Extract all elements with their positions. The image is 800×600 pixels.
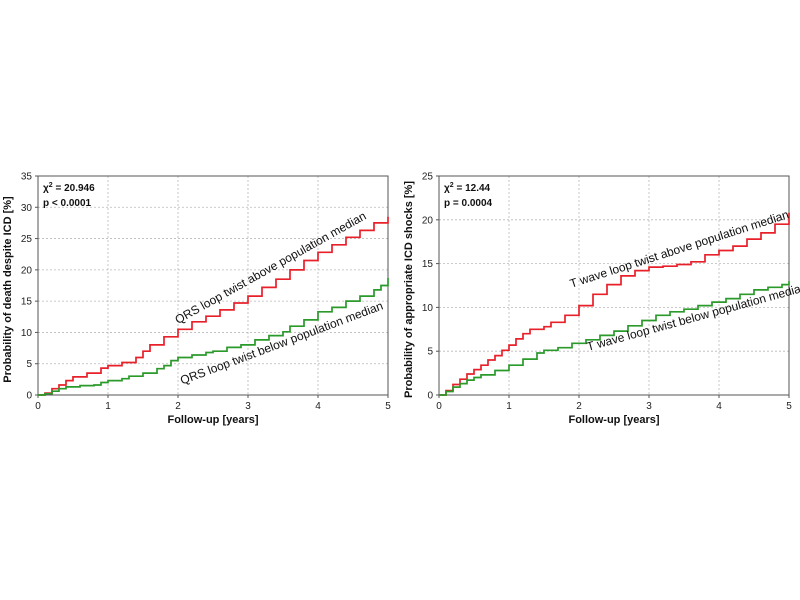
- x-tick-label: 1: [105, 401, 111, 412]
- y-tick-label: 20: [21, 265, 33, 276]
- y-tick-label: 0: [26, 391, 32, 402]
- p-value-stat: p = 0.0004: [444, 198, 493, 209]
- curve-annotation: QRS loop twist below population median: [178, 299, 385, 388]
- y-tick-label: 5: [26, 359, 32, 370]
- y-axis-label: Probability of death despite ICD [%]: [2, 196, 14, 383]
- chi-square-stat: χ2 = 20.946: [43, 182, 95, 194]
- y-tick-label: 5: [427, 347, 433, 358]
- y-tick-label: 15: [21, 297, 33, 308]
- x-tick-label: 5: [786, 401, 792, 412]
- y-axis-label: Probability of appropriate ICD shocks [%…: [403, 181, 415, 398]
- x-tick-label: 3: [646, 401, 652, 412]
- x-tick-label: 0: [35, 401, 41, 412]
- curve-annotation: T wave loop twist below population media…: [585, 280, 800, 354]
- y-tick-label: 10: [422, 303, 434, 314]
- chi-value: = 20.946: [53, 183, 95, 194]
- x-tick-label: 2: [175, 401, 181, 412]
- series-line-below-median: [439, 281, 790, 396]
- x-axis-label: Follow-up [years]: [568, 414, 659, 426]
- y-tick-label: 35: [21, 172, 33, 183]
- p-value-stat: p < 0.0001: [43, 198, 92, 209]
- series-line-above-median: [38, 216, 389, 396]
- series-line-below-median: [38, 278, 389, 396]
- x-tick-label: 4: [315, 401, 321, 412]
- y-tick-label: 20: [422, 215, 434, 226]
- y-tick-label: 15: [422, 259, 434, 270]
- chi-exponent: 2: [49, 182, 53, 189]
- chi-exponent: 2: [450, 182, 454, 189]
- x-tick-label: 0: [436, 401, 442, 412]
- x-tick-label: 2: [576, 401, 582, 412]
- y-tick-label: 0: [427, 391, 433, 402]
- chi-value: = 12.44: [454, 183, 491, 194]
- chi-symbol: χ: [43, 183, 49, 194]
- x-tick-label: 3: [245, 401, 251, 412]
- plot-frame: [438, 175, 790, 396]
- y-tick-label: 30: [21, 203, 33, 214]
- chart-panel-shocks: 0 1 2 3 4 5 0 5 10 15 20 25 Follow-up [years] Probabi…: [403, 172, 800, 427]
- x-axis-label: Follow-up [years]: [167, 414, 258, 426]
- curve-annotation: QRS loop twist above population median: [173, 209, 369, 327]
- y-tick-label: 10: [21, 328, 33, 339]
- x-tick-label: 1: [506, 401, 512, 412]
- chi-symbol: χ: [444, 183, 450, 194]
- chi-square-stat: χ2 = 12.44: [444, 182, 491, 194]
- x-tick-label: 4: [716, 401, 722, 412]
- chart-panel-death: 0 1 2 3 4 5 0 5 10 15 20 25 30 35 Follow-up [years] Pro…: [2, 172, 391, 427]
- series-line-above-median: [439, 212, 790, 396]
- x-tick-label: 5: [385, 401, 391, 412]
- y-tick-label: 25: [21, 234, 33, 245]
- y-tick-label: 25: [422, 172, 434, 183]
